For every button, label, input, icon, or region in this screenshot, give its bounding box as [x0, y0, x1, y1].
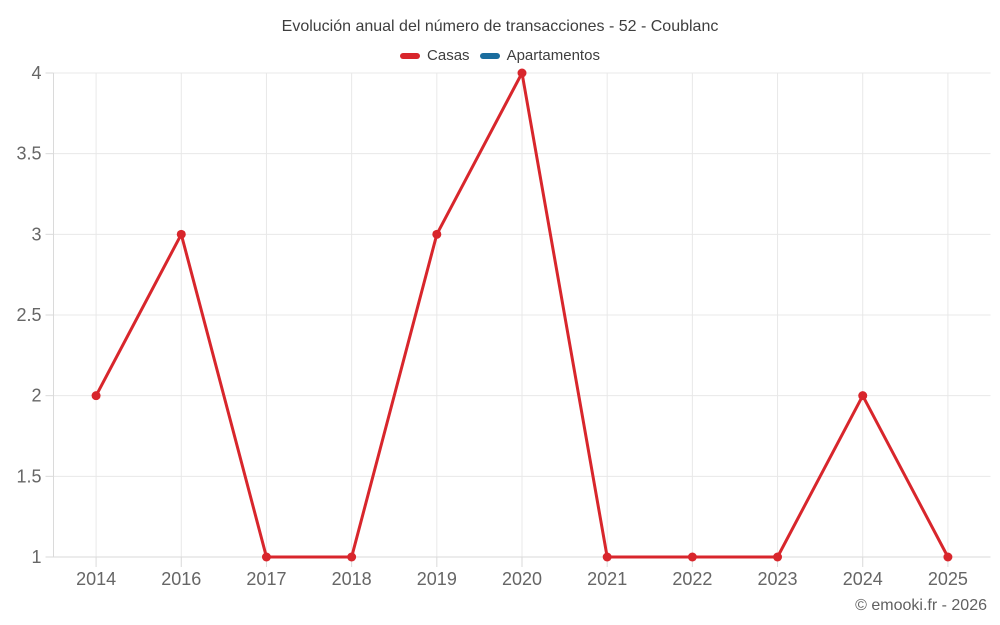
x-axis-label: 2023 [758, 569, 798, 589]
data-point-casas [432, 229, 442, 239]
legend-swatch-casas-icon [400, 53, 421, 59]
x-axis-label: 2022 [672, 569, 712, 589]
y-axis-label: 4 [31, 63, 41, 83]
x-axis-label: 2025 [928, 569, 968, 589]
data-point-casas [176, 229, 186, 239]
data-point-casas [943, 552, 953, 562]
legend-item-apartamentos[interactable]: Apartamentos [479, 47, 600, 65]
y-axis-label: 2 [31, 386, 41, 406]
data-point-casas [602, 552, 612, 562]
legend-label-apartamentos: Apartamentos [506, 47, 600, 64]
data-point-casas [517, 68, 527, 78]
y-axis-label: 3.5 [16, 144, 41, 164]
y-axis-label: 1.5 [16, 466, 41, 486]
x-axis-label: 2019 [417, 569, 457, 589]
data-point-casas [858, 391, 868, 401]
legend-swatch-apartamentos-icon [479, 53, 500, 59]
y-axis-label: 2.5 [16, 305, 41, 325]
chart-title: Evolución anual del número de transaccio… [281, 18, 719, 35]
x-axis-label: 2024 [843, 569, 883, 589]
y-axis-label: 1 [31, 547, 41, 567]
legend-label-casas: Casas [427, 47, 470, 64]
x-axis-label: 2020 [502, 569, 542, 589]
data-point-casas [261, 552, 271, 562]
x-axis-label: 2014 [76, 569, 116, 589]
y-axis-label: 3 [31, 224, 41, 244]
data-point-casas [687, 552, 697, 562]
data-point-casas [773, 552, 783, 562]
attribution: © emooki.fr - 2026 [855, 597, 987, 614]
x-axis-label: 2018 [332, 569, 372, 589]
legend: Casas Apartamentos [0, 47, 1000, 65]
legend-item-casas[interactable]: Casas [400, 47, 470, 65]
x-axis-label: 2021 [587, 569, 627, 589]
data-point-casas [91, 391, 101, 401]
x-axis-label: 2016 [161, 569, 201, 589]
x-axis-label: 2017 [246, 569, 286, 589]
data-point-casas [347, 552, 357, 562]
